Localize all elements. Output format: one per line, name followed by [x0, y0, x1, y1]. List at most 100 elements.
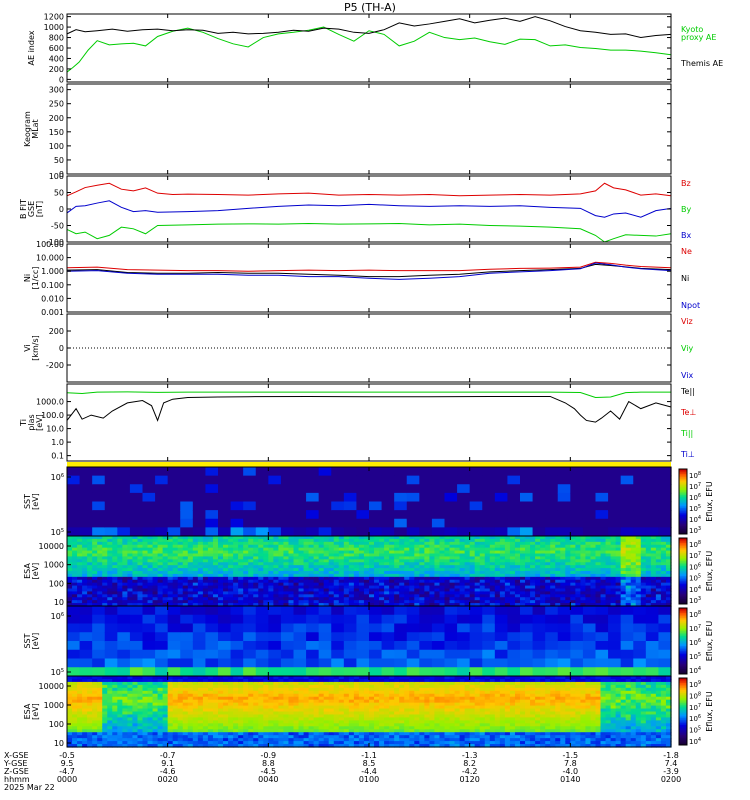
esa-electron-cell — [72, 726, 78, 730]
esa-ion-cell — [530, 565, 536, 569]
sst-ion-cell — [255, 510, 269, 520]
esa-electron-cell — [117, 693, 123, 698]
esa-ion-cell — [147, 579, 154, 584]
sst-ion-cell — [306, 492, 320, 503]
esa-ion-cell — [122, 597, 128, 601]
esa-ion-cell — [152, 547, 159, 552]
ti-ytick-label: 1.0 — [51, 438, 64, 447]
sst-ion-cell — [230, 475, 244, 485]
esa-ion-cell — [389, 565, 395, 569]
esa-ion-cell — [298, 541, 305, 546]
esa-ion-cell — [610, 576, 617, 581]
esa-electron-cell — [212, 717, 219, 721]
esa-electron-cell — [177, 726, 184, 730]
esa-ion-cell — [525, 544, 531, 549]
esa-electron-cell — [77, 717, 83, 721]
sst-ion-cell — [205, 484, 219, 494]
esa-ion-cell — [258, 579, 264, 584]
esa-electron-cell — [162, 696, 169, 701]
esa-ion-cell — [253, 541, 259, 546]
esa-ion-cell — [253, 571, 259, 575]
esa-ion-cell — [409, 553, 415, 558]
sst-ion-cell — [205, 492, 219, 503]
esa-ion-cell — [218, 559, 224, 563]
esa-electron-cell — [192, 684, 199, 689]
esa-ion-cell — [288, 571, 295, 575]
esa-ion-cell — [555, 556, 561, 560]
esa-ion-cell — [268, 579, 274, 584]
sst-electron-cell — [293, 606, 307, 616]
esa-electron-cell — [298, 676, 305, 680]
esa-ion-cell — [82, 562, 88, 566]
b-ylabel: B FIT — [19, 199, 28, 219]
esa-ion-cell — [323, 600, 330, 604]
esa-electron-cell — [197, 723, 204, 727]
esa-ion-cell — [293, 559, 300, 563]
esa-electron-cell — [288, 681, 295, 686]
esa-electron-cell — [142, 684, 149, 689]
sst-ion-cell — [394, 467, 408, 477]
esa-electron-cell — [152, 738, 159, 742]
esa-electron-cell — [238, 687, 244, 692]
sst-ion-cell — [608, 518, 622, 528]
esa-ion-cell — [620, 573, 627, 578]
esa-electron-cell — [72, 732, 78, 736]
esa-ion-cell — [278, 538, 285, 543]
esa-ion-cell — [288, 553, 295, 558]
esa-ion-cell — [147, 553, 154, 558]
esa-electron-cell — [268, 708, 274, 713]
esa-electron-cell — [273, 702, 279, 707]
esa-electron-cell — [147, 690, 154, 695]
esa-electron-cell — [117, 676, 123, 680]
esa-ion-cell — [509, 541, 516, 546]
esa-electron-cell — [122, 687, 128, 692]
esa-ion-cell — [142, 603, 149, 607]
esa-ion-cell — [238, 573, 244, 578]
sst-electron-cell — [155, 606, 169, 616]
esa-ion-cell — [273, 568, 279, 572]
esa-ion-cell — [479, 538, 486, 543]
esa-ion-cell — [187, 597, 194, 601]
esa-electron-cell — [67, 714, 73, 719]
sst-electron-cell — [331, 649, 345, 660]
esa-ion-cell — [212, 597, 219, 601]
esa-electron-cell — [172, 741, 179, 745]
esa-ion-cell — [218, 541, 224, 546]
sst-electron-cell — [343, 667, 358, 677]
esa-ion-cell — [489, 603, 496, 607]
esa-ion-cell — [404, 585, 410, 590]
esa-ion-cell — [67, 556, 73, 560]
esa-ion-cell — [635, 562, 642, 566]
esa-ion-cell — [263, 597, 269, 601]
esa-electron-cell — [268, 732, 274, 736]
esa-ion-cell — [258, 573, 264, 578]
sst-electron-cell — [608, 641, 622, 651]
esa-electron-cell — [212, 744, 219, 748]
esa-electron-cell — [167, 732, 174, 736]
esa-electron-cell — [253, 705, 259, 710]
esa-ion-cell — [187, 565, 194, 569]
esa-ion-cell — [595, 553, 602, 558]
esa-ion-cell — [469, 568, 476, 572]
esa-ion-cell — [97, 565, 103, 569]
esa-ion-cell — [384, 600, 390, 604]
esa-ion-cell — [409, 579, 415, 584]
esa-electron-cell — [293, 705, 300, 710]
esa-ion-cell — [338, 582, 345, 587]
esa-ion-cell — [389, 556, 395, 560]
esa-ion-cell — [499, 562, 506, 566]
esa-electron-cell — [107, 705, 113, 710]
esa-ion-cell — [550, 536, 556, 540]
esa-electron-cell — [218, 735, 224, 739]
esa-ion-cell — [660, 544, 667, 549]
sst-electron-cell — [79, 658, 93, 668]
esa-electron-cell — [157, 711, 164, 716]
esa-ion-cell — [97, 597, 103, 601]
esa-electron-cell — [182, 681, 189, 686]
esa-ion-cell — [550, 594, 556, 598]
esa-ion-cell — [660, 568, 667, 572]
esa-ion-cell — [419, 568, 425, 572]
esa-ion-cell — [414, 556, 420, 560]
sst-electron-cell — [419, 641, 433, 651]
esa-electron-cell — [228, 696, 234, 701]
